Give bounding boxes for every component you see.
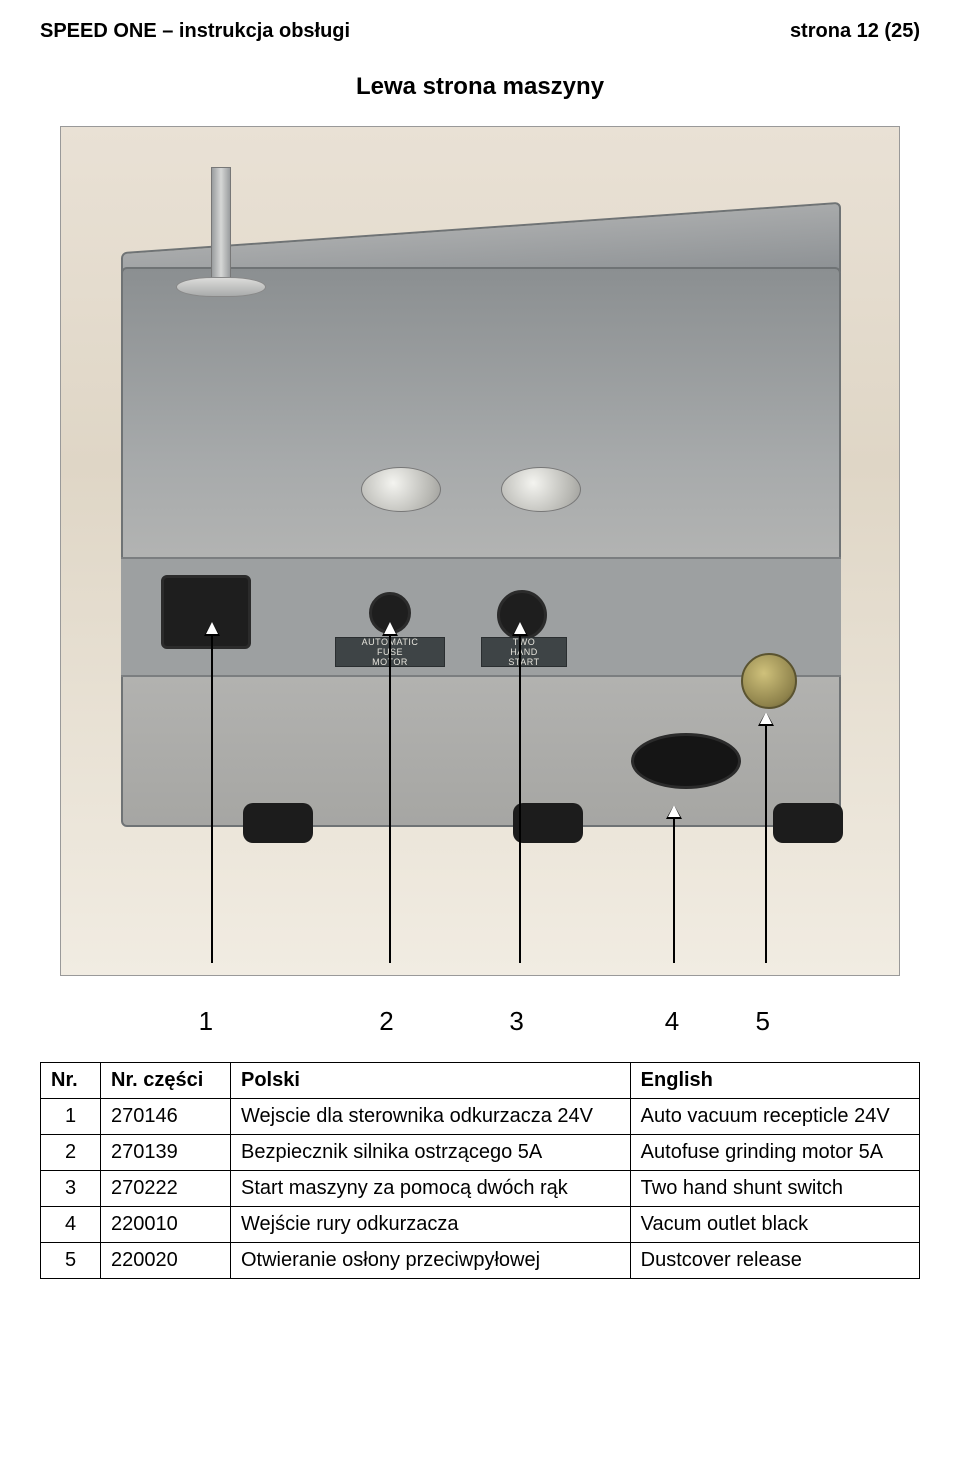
cell-nr: 4 bbox=[41, 1207, 101, 1243]
cell-en: Auto vacuum recepticle 24V bbox=[630, 1099, 919, 1135]
machine-spindle bbox=[211, 167, 231, 287]
cell-nr: 2 bbox=[41, 1135, 101, 1171]
page-header: SPEED ONE – instrukcja obsługi strona 12… bbox=[40, 20, 920, 43]
cell-part: 270222 bbox=[101, 1171, 231, 1207]
label-line: HAND bbox=[510, 647, 538, 657]
cell-part: 220010 bbox=[101, 1207, 231, 1243]
callout-number: 1 bbox=[199, 1006, 213, 1037]
panel-knob bbox=[361, 467, 441, 512]
table-row: 1 270146 Wejscie dla sterownika odkurzac… bbox=[41, 1099, 920, 1135]
cell-part: 270139 bbox=[101, 1135, 231, 1171]
table-row: 5 220020 Otwieranie osłony przeciwpyłowe… bbox=[41, 1243, 920, 1279]
callout-number: 2 bbox=[379, 1006, 393, 1037]
callout-number: 3 bbox=[509, 1006, 523, 1037]
table-row: 3 270222 Start maszyny za pomocą dwóch r… bbox=[41, 1171, 920, 1207]
vacuum-outlet bbox=[631, 733, 741, 789]
label-line: START bbox=[508, 657, 539, 667]
header-left: SPEED ONE – instrukcja obsługi bbox=[40, 20, 350, 43]
cell-nr: 1 bbox=[41, 1099, 101, 1135]
cell-nr: 5 bbox=[41, 1243, 101, 1279]
cell-pl: Otwieranie osłony przeciwpyłowej bbox=[231, 1243, 631, 1279]
callout-arrow-3 bbox=[519, 635, 521, 963]
spindle-base bbox=[176, 277, 266, 297]
cell-en: Vacum outlet black bbox=[630, 1207, 919, 1243]
machine-foot bbox=[243, 803, 313, 843]
label-line: TWO bbox=[513, 637, 536, 647]
cell-part: 220020 bbox=[101, 1243, 231, 1279]
parts-table: Nr. Nr. części Polski English 1 270146 W… bbox=[40, 1062, 920, 1279]
cell-pl: Wejscie dla sterownika odkurzacza 24V bbox=[231, 1099, 631, 1135]
callout-arrow-2 bbox=[389, 635, 391, 963]
callout-number: 5 bbox=[756, 1006, 770, 1037]
cell-part: 270146 bbox=[101, 1099, 231, 1135]
dustcover-release bbox=[741, 653, 797, 709]
machine-foot bbox=[773, 803, 843, 843]
controller-socket bbox=[161, 575, 251, 649]
col-polski: Polski bbox=[231, 1063, 631, 1099]
table-row: 4 220010 Wejście rury odkurzacza Vacum o… bbox=[41, 1207, 920, 1243]
machine-foot bbox=[513, 803, 583, 843]
header-right: strona 12 (25) bbox=[790, 20, 920, 43]
col-nr: Nr. bbox=[41, 1063, 101, 1099]
callout-arrow-5 bbox=[765, 725, 767, 963]
callout-numbers-row: 1 2 3 4 5 bbox=[60, 1006, 900, 1040]
cell-nr: 3 bbox=[41, 1171, 101, 1207]
table-row: 2 270139 Bezpiecznik silnika ostrzącego … bbox=[41, 1135, 920, 1171]
cell-pl: Bezpiecznik silnika ostrzącego 5A bbox=[231, 1135, 631, 1171]
col-english: English bbox=[630, 1063, 919, 1099]
panel-knob bbox=[501, 467, 581, 512]
cell-en: Autofuse grinding motor 5A bbox=[630, 1135, 919, 1171]
cell-pl: Start maszyny za pomocą dwóch rąk bbox=[231, 1171, 631, 1207]
callout-arrow-4 bbox=[673, 818, 675, 963]
page-title: Lewa strona maszyny bbox=[40, 73, 920, 101]
label-plate-twohand: TWO HAND START bbox=[481, 637, 567, 667]
callout-arrow-1 bbox=[211, 635, 213, 963]
cell-pl: Wejście rury odkurzacza bbox=[231, 1207, 631, 1243]
cell-en: Dustcover release bbox=[630, 1243, 919, 1279]
machine-body bbox=[121, 267, 841, 827]
col-part: Nr. części bbox=[101, 1063, 231, 1099]
table-header-row: Nr. Nr. części Polski English bbox=[41, 1063, 920, 1099]
machine-figure: AUTOMATIC FUSE MOTOR TWO HAND START bbox=[60, 126, 900, 976]
cell-en: Two hand shunt switch bbox=[630, 1171, 919, 1207]
callout-number: 4 bbox=[665, 1006, 679, 1037]
